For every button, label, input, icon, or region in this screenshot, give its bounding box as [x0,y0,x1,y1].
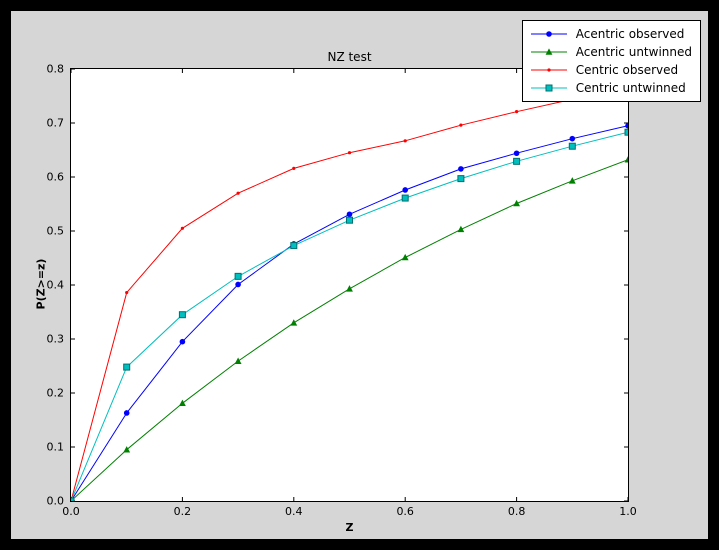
marker-triangle [457,225,465,233]
x-axis-label: Z [345,521,354,534]
marker-square [513,157,521,165]
marker-circle [235,281,241,288]
legend-line-sample [530,68,567,72]
y-tick-label: 0.5 [46,224,65,238]
x-axis-tick-labels: 0.0 0.2 0.4 0.6 0.8 1.0 [62,505,637,519]
marker-circle [513,150,520,157]
y-tick-label: 0.0 [46,494,65,508]
marker-circle [123,410,130,416]
marker-square [346,216,353,224]
marker-triangle [545,48,553,55]
y-axis-tick-labels: 0.0 0.1 0.2 0.3 0.4 0.5 0.6 0.7 0.8 [11,63,65,508]
marker-circle [346,211,353,218]
marker-triangle [123,446,131,453]
marker-circle [179,338,186,345]
marker-triangle [513,199,520,207]
figure-canvas: NZ test 0.0 0.2 0.4 0.6 0.8 1.0 0.0 0.1 0.2 0.3 0… [11,11,708,539]
marker-triangle [568,177,576,184]
marker-square [123,363,131,371]
x-tick-label: 0.6 [396,505,414,518]
marker-square [178,311,186,319]
marker-square [234,272,242,280]
x-tick-label: 1.0 [619,505,637,518]
legend-item: Centric observed [529,61,692,79]
marker-circle [402,187,409,193]
marker-dot [459,123,463,127]
chart-title: NZ test [327,50,372,64]
marker-triangle [624,156,628,163]
chart-svg [71,69,628,501]
marker-circle [458,166,464,172]
legend-label: Centric observed [575,63,679,77]
marker-square [290,242,298,250]
series-line [71,159,628,501]
marker-dot [347,151,352,155]
x-tick-label: 0.4 [285,505,303,518]
plot-area [70,68,629,502]
x-tick-label: 0.0 [62,505,80,518]
marker-circle [569,135,576,142]
marker-dot [236,191,240,195]
marker-square [568,142,576,150]
marker-square [71,497,75,501]
marker-dot [403,139,407,143]
legend-item: Centric untwinned [529,79,692,97]
y-tick-label: 0.8 [46,62,65,76]
marker-triangle [346,285,353,292]
marker-triangle [234,357,242,364]
marker-dot [547,68,551,72]
marker-dot [515,110,519,114]
legend-item: Acentric untwinned [529,43,692,61]
marker-square [624,128,628,136]
legend-label: Centric untwinned [575,81,686,95]
series-line [71,88,628,501]
marker-dot [180,226,184,230]
legend-line-sample [530,84,567,92]
legend-label: Acentric observed [575,27,685,41]
marker-square [545,84,553,92]
marker-square [401,194,409,202]
series-line [71,131,628,501]
y-tick-label: 0.2 [46,386,65,400]
y-tick-label: 0.7 [46,116,65,130]
marker-circle [545,31,552,37]
y-axis-label: P(Z>=z) [34,258,48,310]
legend-item: Acentric observed [529,25,692,43]
marker-triangle [401,253,409,261]
marker-square [457,175,465,183]
marker-dot [125,290,129,295]
marker-circle [625,122,628,129]
marker-triangle [290,319,298,326]
y-tick-label: 0.6 [46,170,65,184]
marker-dot [292,166,296,170]
legend: Acentric observed Acentric untwinned Centr… [521,20,701,102]
y-tick-label: 0.4 [46,278,65,292]
x-tick-label: 0.2 [173,505,192,518]
legend-label: Acentric untwinned [575,45,692,59]
legend-line-sample [530,31,567,37]
y-tick-label: 0.3 [46,332,65,346]
series-line [71,125,628,501]
legend-line-sample [530,48,567,55]
x-tick-label: 0.8 [507,505,526,518]
y-tick-label: 0.1 [46,440,65,454]
marker-triangle [179,399,186,407]
